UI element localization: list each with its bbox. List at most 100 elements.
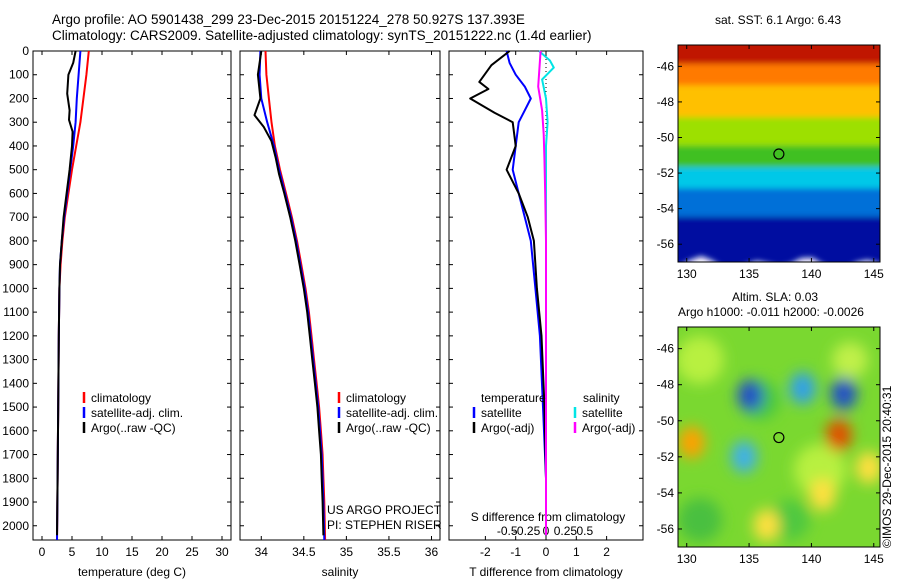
- salinity-profile-series-line: [253, 50, 325, 536]
- sla-map-high-feature: [678, 426, 705, 459]
- salinity-profile-xtick-label: 34: [255, 545, 269, 559]
- temperature-profile-legend-entry: satellite-adj. clim.: [91, 406, 183, 420]
- difference-profile-xtick-label: 1: [573, 545, 580, 559]
- sla-map-high-feature: [753, 509, 780, 542]
- sla-map-lon-label: 135: [739, 552, 759, 566]
- salinity-profile-xtick-label: 36: [425, 545, 439, 559]
- salinity-profile-frame: [239, 50, 441, 541]
- sst-map-lon-label: 140: [801, 267, 821, 281]
- sla-map-lat-label: -54: [657, 486, 675, 500]
- sla-map-low-feature: [789, 372, 816, 405]
- temperature-profile-frame: [32, 50, 232, 541]
- depth-tick-label: 700: [9, 210, 29, 224]
- depth-tick-label: 0: [22, 44, 29, 58]
- argo-float-marker: [773, 431, 785, 444]
- depth-tick-label: 1100: [3, 305, 29, 319]
- salinity-profile-xtick-label: 35: [340, 545, 354, 559]
- sla-map-high-feature: [825, 419, 852, 452]
- sla-map-texture: [770, 500, 810, 540]
- sst-map-bands: [678, 45, 880, 262]
- salinity-legend-entry: satellite: [582, 406, 623, 420]
- salinity-profile-legend-entry: Argo(..raw -QC): [346, 421, 431, 435]
- sst-map-lon-label: 130: [677, 267, 697, 281]
- sla-map-texture: [832, 342, 868, 378]
- depth-tick-label: 1800: [2, 471, 29, 485]
- sla-map-high-feature: [809, 478, 836, 511]
- depth-tick-label: 600: [9, 186, 29, 200]
- temperature-profile-xtick-label: 25: [185, 545, 199, 559]
- depth-tick-label: 1200: [2, 329, 29, 343]
- sla-map-low-feature: [731, 440, 758, 473]
- sla-map: -46 -48 -50 -52 -54 -56 130 135 140 145 Altim. SLA…: [657, 290, 884, 566]
- sst-map-lat-label: -50: [657, 130, 675, 144]
- argo-float-marker: [773, 148, 785, 160]
- difference-profile-series-line: [537, 50, 547, 536]
- salinity-diff-tick-label: 0.25: [554, 524, 578, 538]
- depth-tick-label: 1400: [2, 376, 29, 390]
- temperature-profile: 0100200300400500600700800900100011001200…: [2, 44, 232, 579]
- temperature-profile-series-line: [56, 50, 77, 536]
- sla-map-texture: [678, 336, 724, 384]
- difference-profile-xlabel: T difference from climatology: [469, 565, 623, 579]
- sla-map-lat-label: -50: [657, 414, 675, 428]
- sla-map-texture: [794, 444, 846, 496]
- difference-profile-series-line: [469, 50, 547, 536]
- sla-map-field: [678, 327, 880, 547]
- temperature-profile-xtick-label: 30: [215, 545, 229, 559]
- salinity-diff-tick-label: -0.25: [513, 524, 541, 538]
- difference-profile-series-line: [505, 50, 547, 536]
- depth-tick-label: 100: [9, 68, 29, 82]
- sst-map-lat-label: -54: [657, 202, 675, 216]
- sla-map-frame: [677, 326, 881, 548]
- sla-map-lon-label: 140: [801, 552, 821, 566]
- sst-map-title: sat. SST: 6.1 Argo: 6.43: [715, 13, 841, 27]
- depth-tick-label: 200: [9, 91, 29, 105]
- sst-map-lat-label: -48: [657, 95, 675, 109]
- sla-map-lon-label: 145: [864, 552, 884, 566]
- chart-title-line-2: Climatology: CARS2009. Satellite-adjuste…: [52, 28, 592, 43]
- depth-tick-label: 1000: [2, 281, 29, 295]
- difference-profile-xtick-label: 2: [603, 545, 610, 559]
- sst-map-field: [678, 45, 880, 262]
- sla-map-lat-label: -46: [657, 342, 675, 356]
- temperature-legend-entry: satellite: [481, 406, 522, 420]
- sla-map-lat-label: -52: [657, 450, 675, 464]
- salinity-profile-series-line: [258, 50, 326, 541]
- sst-map-lat-label: -52: [657, 166, 675, 180]
- depth-tick-label: 1900: [2, 495, 29, 509]
- sla-map-lon-label: 130: [677, 552, 697, 566]
- salinity-diff-tick-label: -0.5: [497, 524, 518, 538]
- temperature-legend-title: temperature: [481, 391, 546, 405]
- difference-profile-xtick-label: -1: [510, 545, 521, 559]
- temperature-profile-xlabel: temperature (deg C): [78, 565, 186, 579]
- depth-tick-label: 1600: [2, 424, 29, 438]
- depth-tick-label: 1300: [2, 353, 29, 367]
- temperature-profile-xtick-label: 10: [95, 545, 109, 559]
- salinity-profile-xtick-label: 34.5: [292, 545, 316, 559]
- depth-tick-label: 1500: [2, 400, 29, 414]
- salinity-legend-title: salinity: [583, 391, 620, 405]
- temperature-profile-xtick-label: 20: [155, 545, 169, 559]
- sst-map-lon-label: 135: [739, 267, 759, 281]
- depth-tick-label: 2000: [2, 519, 29, 533]
- sla-map-subtitle: Argo h1000: -0.011 h2000: -0.0026: [678, 305, 864, 319]
- temperature-profile-legend-entry: climatology: [91, 391, 151, 405]
- salinity-diff-tick-label: 0.5: [576, 524, 593, 538]
- sla-map-low-feature: [737, 379, 764, 412]
- sla-map-lat-label: -56: [657, 522, 675, 536]
- chart-title-line-1: Argo profile: AO 5901438_299 23-Dec-2015…: [52, 12, 525, 27]
- salinity-profile: 34 34.5 35 35.5 36 salinity climatologysatelli…: [239, 50, 441, 579]
- depth-tick-label: 1700: [2, 448, 29, 462]
- salinity-profile-legend-entry: satellite-adj. clim.: [346, 406, 438, 420]
- temperature-profile-series-line: [56, 50, 90, 541]
- difference-profile-xtick-label: -2: [480, 545, 491, 559]
- depth-tick-label: 300: [9, 115, 29, 129]
- salinity-profile-legend-entry: climatology: [346, 391, 406, 405]
- sst-map-lat-label: -56: [657, 237, 675, 251]
- sla-map-low-feature: [830, 377, 857, 410]
- sst-map-lat-label: -46: [657, 59, 675, 73]
- sst-map-lon-label: 145: [864, 267, 884, 281]
- salinity-profile-xlabel: salinity: [322, 565, 359, 579]
